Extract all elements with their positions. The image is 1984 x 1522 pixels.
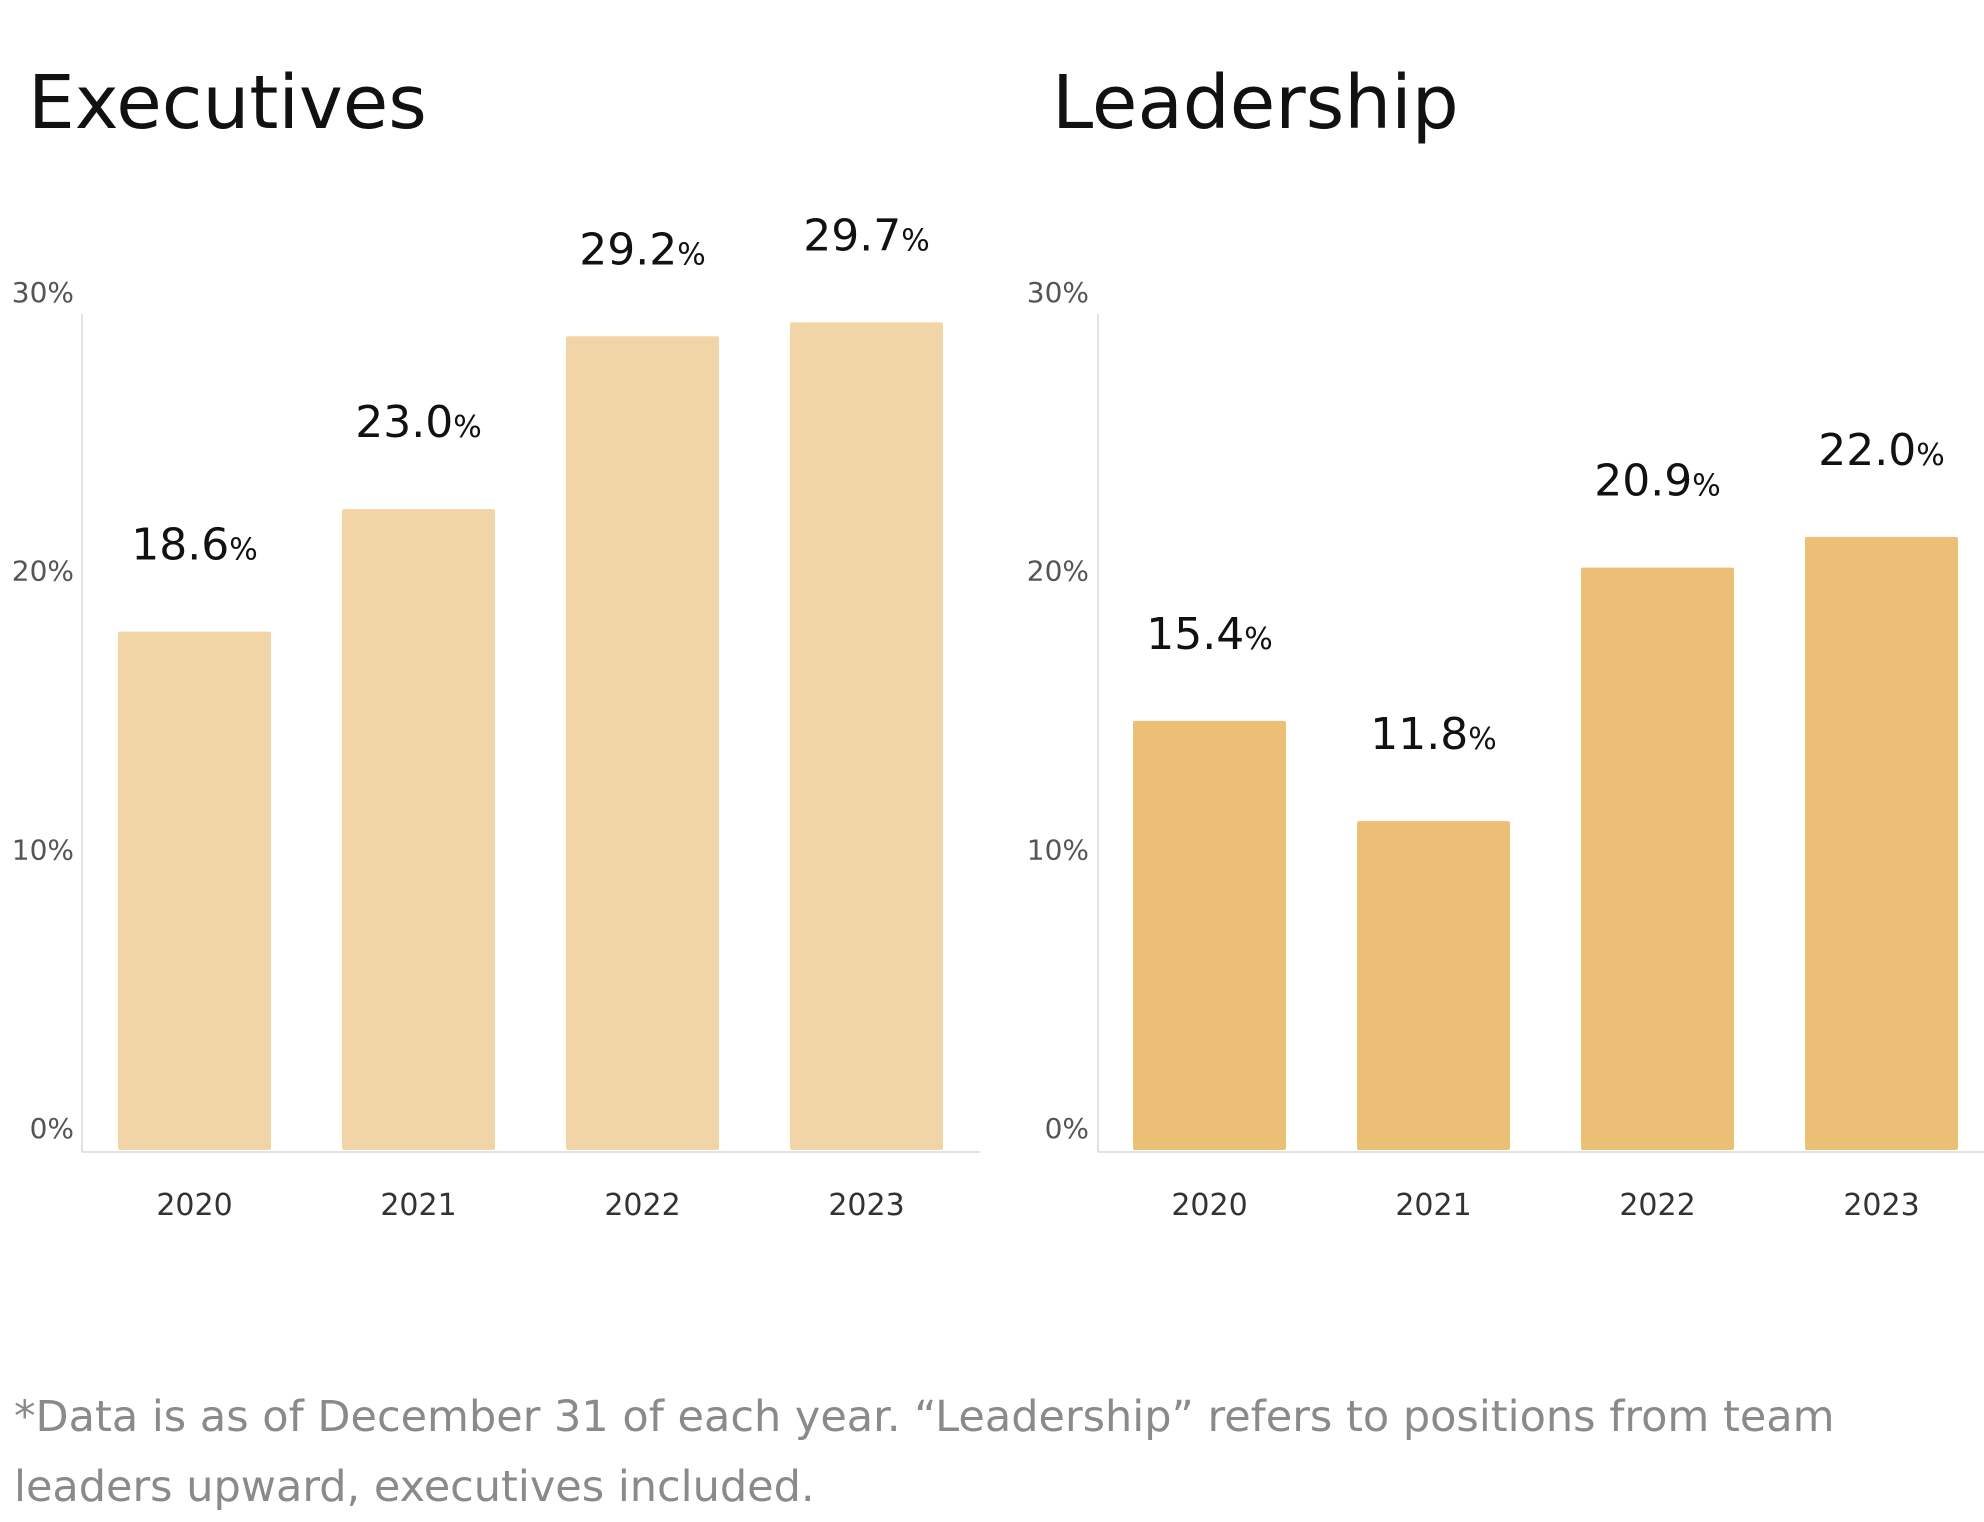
leadership-y-tick-label: 30%: [1027, 276, 1089, 309]
executives-bar-2021: [342, 509, 495, 1151]
executives-data-label-2020: 18.6%: [131, 520, 257, 571]
executives-data-label-2021: 23.0%: [355, 397, 481, 448]
leadership-chart-title: Leadership: [1052, 60, 1459, 146]
leadership-bar-2022: [1581, 567, 1734, 1150]
leadership-data-label-2023: 22.0%: [1818, 425, 1944, 476]
leadership-x-tick-label: 2021: [1395, 1188, 1471, 1223]
executives-bar-2023: [790, 322, 943, 1150]
leadership-y-tick-label: 20%: [1027, 555, 1089, 588]
executives-y-tick-label: 10%: [12, 833, 74, 866]
executives-y-tick-label: 30%: [12, 276, 74, 309]
executives-y-tick-label: 0%: [30, 1112, 74, 1145]
leadership-x-tick-label: 2022: [1619, 1188, 1695, 1223]
leadership-bar-2023: [1805, 536, 1958, 1150]
leadership-x-tick-label: 2023: [1843, 1188, 1919, 1223]
footnote: *Data is as of December 31 of each year.…: [14, 1392, 1835, 1512]
executives-bar-2022: [566, 336, 719, 1150]
executives-x-tick-label: 2022: [604, 1188, 680, 1223]
executives-x-tick-label: 2023: [828, 1188, 904, 1223]
executives-data-label-2022: 29.2%: [579, 224, 705, 275]
leadership-bar-2020: [1133, 720, 1286, 1150]
executives-x-tick-label: 2021: [380, 1188, 456, 1223]
leadership-y-tick-label: 0%: [1045, 1112, 1089, 1145]
executives-chart-title: Executives: [28, 60, 427, 146]
executives-x-tick-label: 2020: [156, 1188, 232, 1223]
leadership-y-tick-label: 10%: [1027, 833, 1089, 866]
leadership-data-label-2022: 20.9%: [1594, 456, 1720, 507]
leadership-bar-2021: [1357, 821, 1510, 1150]
leadership-data-label-2021: 11.8%: [1370, 709, 1496, 760]
leadership-x-tick-label: 2020: [1171, 1188, 1247, 1223]
executives-data-label-2023: 29.7%: [803, 210, 929, 261]
executives-y-tick-label: 20%: [12, 555, 74, 588]
executives-bar-2020: [118, 631, 271, 1150]
leadership-data-label-2020: 15.4%: [1146, 609, 1272, 660]
